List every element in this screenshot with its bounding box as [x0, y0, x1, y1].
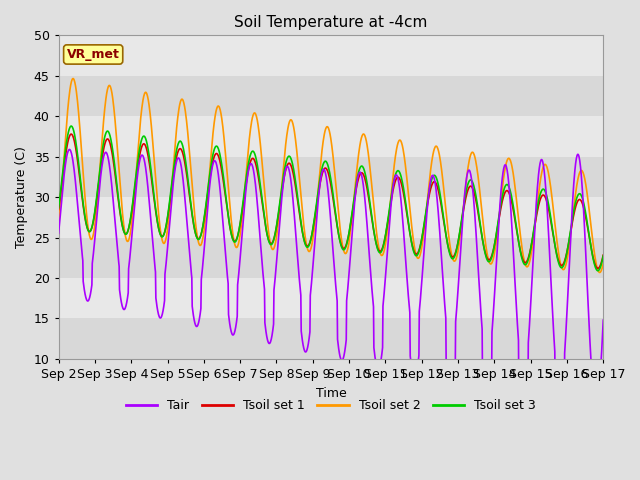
Tsoil set 2 [596, 270, 604, 276]
Bar [59, 116, 604, 156]
Tsoil set 3 [416, 246, 424, 252]
Line: Tsoil set 1: Tsoil set 1 [59, 134, 604, 268]
Y-axis label: Temperature (C): Temperature (C) [15, 146, 28, 248]
Tair [237, 244, 245, 250]
Tair [163, 253, 171, 259]
Tair [66, 146, 74, 152]
Tsoil set 1 [600, 252, 607, 258]
Tsoil set 3 [600, 253, 607, 259]
Line: Tsoil set 2: Tsoil set 2 [59, 79, 604, 273]
Legend: Tair, Tsoil set 1, Tsoil set 2, Tsoil set 3: Tair, Tsoil set 1, Tsoil set 2, Tsoil se… [121, 395, 541, 418]
Tsoil set 1 [55, 206, 63, 212]
Bar [59, 36, 604, 76]
Tsoil set 3 [176, 138, 184, 144]
Tsoil set 2 [176, 100, 184, 106]
Tsoil set 3 [163, 218, 171, 224]
Tsoil set 3 [55, 205, 63, 211]
Tsoil set 1 [176, 146, 184, 152]
Tsoil set 3 [487, 257, 495, 263]
Tsoil set 2 [163, 231, 171, 237]
Tsoil set 3 [237, 215, 245, 220]
Tsoil set 3 [535, 196, 543, 202]
Tsoil set 3 [594, 268, 602, 274]
Tsoil set 1 [487, 255, 495, 261]
Bar [59, 278, 604, 319]
Tsoil set 1 [237, 216, 245, 222]
Text: VR_met: VR_met [67, 48, 120, 61]
X-axis label: Time: Time [316, 386, 346, 399]
Bar [59, 197, 604, 238]
Tair [55, 230, 63, 236]
Bar [59, 319, 604, 359]
Tsoil set 2 [416, 253, 424, 259]
Tsoil set 1 [416, 245, 424, 251]
Line: Tair: Tair [59, 149, 604, 459]
Bar [59, 76, 604, 116]
Tair [535, 168, 543, 174]
Tsoil set 1 [594, 265, 602, 271]
Line: Tsoil set 3: Tsoil set 3 [59, 126, 604, 271]
Tsoil set 3 [67, 123, 75, 129]
Bar [59, 156, 604, 197]
Tair [592, 456, 600, 462]
Tair [487, 387, 495, 393]
Tsoil set 2 [600, 261, 607, 266]
Tair [176, 158, 184, 164]
Title: Soil Temperature at -4cm: Soil Temperature at -4cm [234, 15, 428, 30]
Tsoil set 2 [237, 225, 245, 231]
Tsoil set 2 [55, 219, 63, 225]
Tsoil set 2 [535, 188, 543, 194]
Tair [600, 317, 607, 323]
Tsoil set 2 [69, 76, 77, 82]
Tsoil set 1 [163, 219, 171, 225]
Tsoil set 1 [67, 131, 75, 137]
Bar [59, 238, 604, 278]
Tsoil set 2 [487, 261, 495, 267]
Tsoil set 1 [535, 201, 543, 207]
Tair [416, 304, 424, 310]
